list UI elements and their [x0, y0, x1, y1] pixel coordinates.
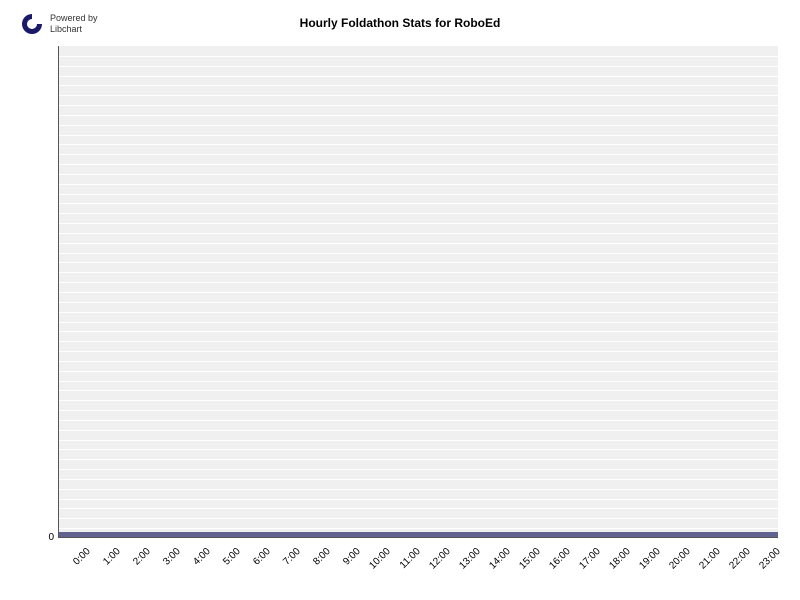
gridline	[59, 105, 778, 106]
gridline	[59, 174, 778, 175]
gridline	[59, 518, 778, 519]
gridline	[59, 489, 778, 490]
gridline	[59, 528, 778, 529]
gridline	[59, 223, 778, 224]
gridline	[59, 184, 778, 185]
gridline	[59, 95, 778, 96]
gridline	[59, 400, 778, 401]
chart-title: Hourly Foldathon Stats for RoboEd	[0, 16, 800, 30]
gridline	[59, 341, 778, 342]
x-tick-label: 6:00	[242, 546, 272, 576]
x-tick-label: 0:00	[62, 546, 92, 576]
gridline	[59, 361, 778, 362]
gridline	[59, 213, 778, 214]
y-tick-label: 0	[40, 532, 54, 543]
x-tick-label: 23:00	[752, 546, 782, 576]
gridline	[59, 390, 778, 391]
gridline	[59, 381, 778, 382]
gridline	[59, 144, 778, 145]
x-tick-label: 3:00	[152, 546, 182, 576]
gridline	[59, 56, 778, 57]
gridline	[59, 420, 778, 421]
gridline	[59, 351, 778, 352]
x-tick-label: 20:00	[662, 546, 692, 576]
gridline	[59, 371, 778, 372]
gridline	[59, 508, 778, 509]
baseline-bar	[59, 532, 778, 537]
x-tick-label: 17:00	[572, 546, 602, 576]
gridline	[59, 66, 778, 67]
x-tick-label: 1:00	[92, 546, 122, 576]
gridline	[59, 499, 778, 500]
gridline	[59, 253, 778, 254]
x-tick-label: 4:00	[182, 546, 212, 576]
gridline	[59, 272, 778, 273]
gridline	[59, 449, 778, 450]
gridline	[59, 440, 778, 441]
gridline	[59, 194, 778, 195]
gridline	[59, 164, 778, 165]
gridline	[59, 302, 778, 303]
x-tick-label: 2:00	[122, 546, 152, 576]
x-tick-label: 7:00	[272, 546, 302, 576]
gridline	[59, 262, 778, 263]
x-tick-label: 10:00	[362, 546, 392, 576]
gridline	[59, 115, 778, 116]
x-tick-label: 21:00	[692, 546, 722, 576]
gridline	[59, 430, 778, 431]
x-tick-label: 15:00	[512, 546, 542, 576]
gridline	[59, 410, 778, 411]
x-tick-label: 8:00	[302, 546, 332, 576]
gridline	[59, 243, 778, 244]
gridline	[59, 125, 778, 126]
gridline	[59, 312, 778, 313]
x-tick-label: 9:00	[332, 546, 362, 576]
x-tick-label: 22:00	[722, 546, 752, 576]
gridline	[59, 322, 778, 323]
plot-background	[58, 46, 778, 538]
x-tick-label: 13:00	[452, 546, 482, 576]
gridline	[59, 479, 778, 480]
gridline	[59, 459, 778, 460]
gridline	[59, 282, 778, 283]
plot-area	[58, 46, 778, 538]
gridline	[59, 469, 778, 470]
gridline	[59, 135, 778, 136]
x-tick-label: 16:00	[542, 546, 572, 576]
gridline	[59, 76, 778, 77]
gridline	[59, 203, 778, 204]
gridline	[59, 154, 778, 155]
x-tick-label: 12:00	[422, 546, 452, 576]
gridline	[59, 292, 778, 293]
gridline	[59, 85, 778, 86]
x-tick-label: 11:00	[392, 546, 422, 576]
gridline	[59, 233, 778, 234]
gridline	[59, 331, 778, 332]
x-tick-label: 5:00	[212, 546, 242, 576]
x-tick-label: 14:00	[482, 546, 512, 576]
x-tick-label: 18:00	[602, 546, 632, 576]
x-tick-label: 19:00	[632, 546, 662, 576]
